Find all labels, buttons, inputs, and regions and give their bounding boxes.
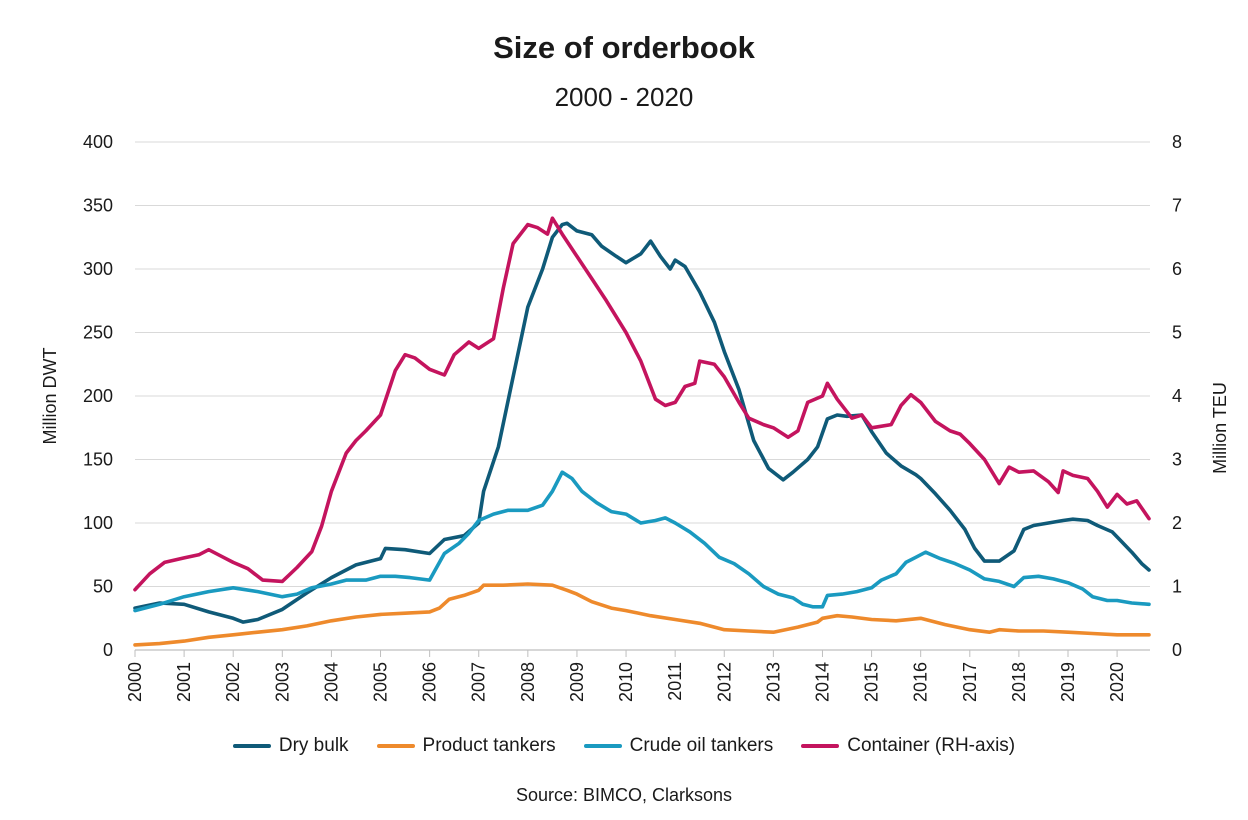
legend-swatch — [583, 744, 622, 748]
y-tick-label-right: 5 — [1172, 323, 1182, 343]
x-tick-label: 2011 — [665, 662, 685, 701]
x-tick-label: 2010 — [616, 662, 636, 702]
x-tick-label: 2020 — [1107, 662, 1127, 702]
x-tick-label: 2004 — [321, 662, 341, 702]
y-tick-label-right: 0 — [1172, 640, 1182, 660]
y-tick-label-left: 0 — [103, 640, 113, 660]
y-tick-label-left: 200 — [83, 386, 113, 406]
y-tick-label-right: 3 — [1172, 450, 1182, 470]
source-note: Source: BIMCO, Clarksons — [515, 785, 733, 805]
series-line-crude-oil-tankers — [133, 470, 1151, 613]
y-tick-label-right: 1 — [1172, 577, 1182, 597]
y-tick-label-left: 300 — [83, 259, 113, 279]
y-tick-label-right: 4 — [1172, 386, 1182, 406]
legend-item: Container (RH-axis) — [801, 735, 1015, 757]
y-tick-label-left: 150 — [83, 450, 113, 470]
y-tick-label-left: 400 — [83, 132, 113, 152]
y-tick-label-right: 8 — [1172, 132, 1182, 152]
x-tick-label: 2017 — [960, 662, 980, 702]
y-axis-title-right: Million TEU — [1210, 382, 1230, 474]
legend-swatch — [801, 744, 840, 748]
chart-subtitle: 2000 - 2020 — [554, 82, 694, 112]
chart-title: Size of orderbook — [493, 30, 755, 65]
x-tick-label: 2000 — [125, 662, 145, 702]
x-tick-label: 2002 — [223, 662, 243, 702]
legend-label: Crude oil tankers — [629, 735, 774, 756]
x-tick-label: 2007 — [469, 662, 489, 702]
y-tick-label-right: 2 — [1172, 513, 1182, 533]
legend-item: Crude oil tankers — [583, 735, 774, 757]
x-tick-label: 2008 — [518, 662, 538, 702]
x-tick-label: 2003 — [272, 662, 292, 702]
legend-swatch — [376, 744, 415, 748]
y-tick-label-left: 50 — [93, 577, 113, 597]
legend-swatch — [232, 744, 271, 748]
x-tick-label: 2001 — [174, 662, 194, 702]
legend-item: Product tankers — [376, 735, 556, 757]
series-line-product-tankers — [133, 582, 1151, 647]
x-tick-label: 2006 — [420, 662, 440, 702]
y-tick-label-right: 6 — [1172, 259, 1182, 279]
x-tick-label: 2014 — [812, 662, 832, 702]
x-tick-label: 2016 — [911, 662, 931, 702]
y-tick-label-left: 100 — [83, 513, 113, 533]
series-line-container-rh-axis — [133, 216, 1151, 592]
x-tick-label: 2012 — [714, 662, 734, 702]
x-tick-label: 2015 — [862, 662, 882, 702]
x-tick-label: 2018 — [1009, 662, 1029, 702]
legend-label: Container (RH-axis) — [847, 735, 1016, 756]
x-tick-label: 2005 — [371, 662, 391, 702]
y-tick-label-left: 250 — [83, 323, 113, 343]
x-tick-label: 2009 — [567, 662, 587, 702]
y-tick-label-right: 7 — [1172, 196, 1182, 216]
y-axis-title-left: Million DWT — [40, 347, 60, 444]
legend-label: Dry bulk — [278, 735, 349, 756]
axes: 0 50 100 150 200 250 300 350 400 0 1 2 3 4 5 6 7 8 2000 200… — [83, 132, 1182, 702]
gridlines — [135, 141, 1150, 587]
legend-label: Product tankers — [422, 735, 556, 756]
legend: Dry bulk Product tankers Crude oil tankers… — [0, 735, 1248, 757]
legend-item: Dry bulk — [232, 735, 349, 757]
series-line-dry-bulk — [133, 221, 1151, 624]
x-tick-label: 2013 — [763, 662, 783, 702]
series-lines — [133, 216, 1151, 647]
x-tick-label: 2019 — [1058, 662, 1078, 702]
y-tick-label-left: 350 — [83, 196, 113, 216]
chart-plot: 0 50 100 150 200 250 300 350 400 0 1 2 3 4 5 6 7 8 2000 200… — [40, 132, 1230, 702]
